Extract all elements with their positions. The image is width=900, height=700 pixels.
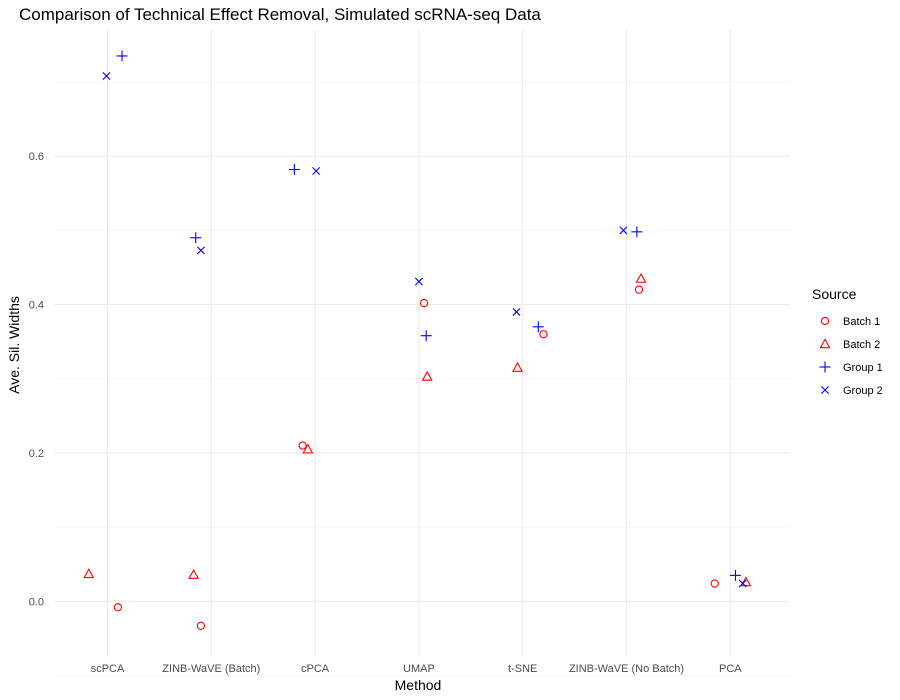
x-axis-ticks: scPCA ZINB-WaVE (Batch) cPCA UMAP t-SNE ZINB-…	[91, 663, 743, 675]
x-tick-label: UMAP	[403, 663, 435, 675]
data-point-batch-1	[298, 441, 307, 450]
data-point-group-1	[288, 163, 300, 175]
legend-label-batch-1: Batch 1	[843, 316, 880, 328]
data-point-group-1	[420, 330, 432, 342]
data-point-batch-1	[113, 603, 123, 612]
y-axis-ticks: 0.0 0.2 0.4 0.6	[29, 151, 44, 608]
y-axis-title: Ave. Sil. Widths	[6, 296, 22, 394]
y-tick-label: 0.2	[29, 448, 44, 460]
legend-label-group-1: Group 1	[843, 362, 883, 374]
data-point-batch-1	[419, 298, 429, 308]
legend-key-group-1	[819, 361, 831, 373]
y-tick-label: 0.4	[29, 300, 44, 312]
x-tick-label: ZINB-WaVE (Batch)	[162, 663, 260, 675]
legend-label-batch-2: Batch 2	[843, 339, 880, 351]
data-point-group-1	[190, 232, 202, 244]
data-point-batch-2	[302, 443, 314, 454]
chart-title: Comparison of Technical Effect Removal, …	[19, 5, 541, 24]
x-tick-label: scPCA	[91, 663, 125, 675]
data-point-batch-2	[511, 361, 524, 372]
data-points	[83, 50, 752, 630]
data-point-group-1	[631, 226, 643, 238]
x-tick-label: ZINB-WaVE (No Batch)	[569, 663, 684, 675]
legend-label-group-2: Group 2	[843, 385, 883, 397]
legend-key-group-2	[821, 386, 829, 394]
x-axis-title: Method	[395, 677, 442, 693]
data-point-batch-2	[740, 576, 752, 587]
data-point-group-2	[512, 307, 521, 316]
data-point-batch-1	[710, 579, 719, 588]
data-point-group-2	[619, 226, 628, 235]
data-point-group-1	[729, 569, 741, 581]
legend: Source Batch 1 Batch 2 Group 1 Group 2	[812, 286, 883, 397]
legend-key-batch-1	[820, 316, 830, 326]
data-point-batch-2	[635, 272, 647, 283]
data-point-group-2	[196, 246, 205, 255]
y-tick-label: 0.6	[29, 151, 44, 163]
data-point-group-1	[116, 50, 128, 62]
x-tick-label: PCA	[719, 663, 742, 675]
legend-key-batch-2	[819, 338, 831, 349]
data-point-group-1	[532, 321, 544, 333]
y-tick-label: 0.0	[29, 596, 44, 608]
data-point-group-2	[414, 277, 423, 286]
legend-items: Batch 1 Batch 2 Group 1 Group 2	[819, 316, 883, 397]
x-tick-label: t-SNE	[508, 663, 537, 675]
x-tick-label: cPCA	[301, 663, 330, 675]
data-point-group-2	[102, 72, 111, 80]
data-point-batch-1	[634, 285, 644, 294]
data-point-batch-1	[539, 330, 548, 339]
data-point-batch-2	[83, 568, 95, 579]
data-point-batch-2	[421, 370, 433, 381]
legend-title: Source	[812, 286, 857, 302]
data-point-group-2	[738, 579, 747, 588]
data-point-batch-2	[188, 568, 200, 579]
plot-grid	[55, 30, 790, 676]
data-point-batch-1	[196, 621, 206, 630]
data-point-group-2	[312, 166, 321, 175]
